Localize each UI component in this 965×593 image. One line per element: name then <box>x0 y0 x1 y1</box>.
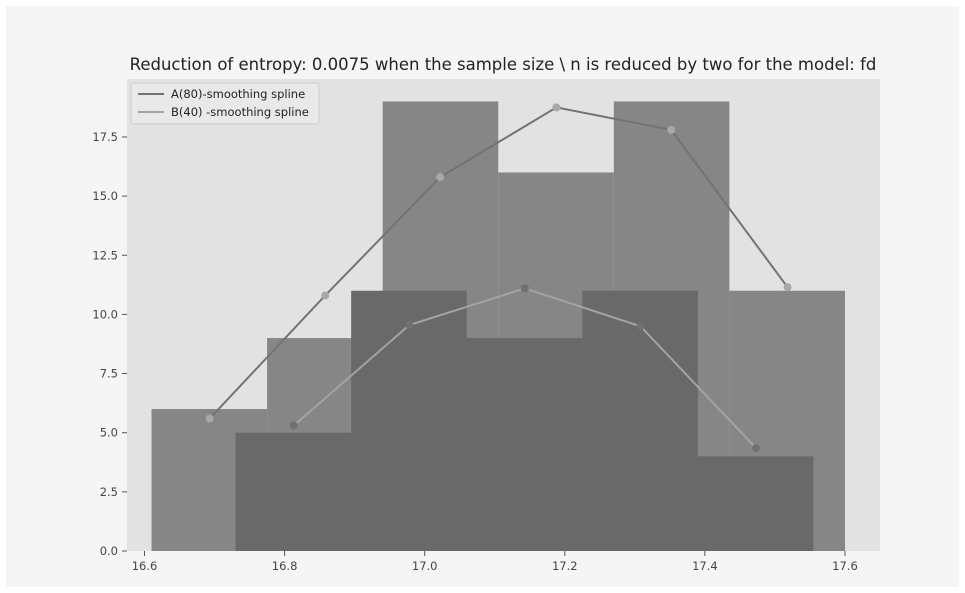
y-tick-label-4: 10.0 <box>92 307 118 321</box>
histogram-b-bar-0 <box>235 432 352 551</box>
x-tick-label-1: 16.8 <box>272 559 298 573</box>
legend: A(80)-smoothing spline B(40) -smoothing … <box>130 82 320 125</box>
spline-line-a <box>208 106 789 420</box>
legend-label-b: B(40) -smoothing spline <box>171 105 309 119</box>
x-tick-label-2: 17.0 <box>412 559 438 573</box>
y-tick-label-5: 12.5 <box>92 248 118 262</box>
spline-point-a-4 <box>667 125 676 134</box>
spline-point-a-2 <box>436 173 445 182</box>
spline-point-a-3 <box>552 103 561 112</box>
x-tick-label-5: 17.6 <box>832 559 858 573</box>
y-axis: 0.0 2.5 5.0 7.5 10.0 12.5 15.0 17.5 <box>92 130 127 558</box>
y-tick-label-6: 15.0 <box>92 189 118 203</box>
y-tick-label-7: 17.5 <box>92 130 118 144</box>
x-axis: 16.6 16.8 17.0 17.2 17.4 17.6 <box>132 551 858 573</box>
histogram-b-bar-3 <box>582 290 698 551</box>
spline-point-b-2 <box>520 284 529 293</box>
histogram-b-bar-4 <box>697 456 814 551</box>
spline-lines <box>205 103 792 453</box>
histogram-b-bars <box>235 290 814 551</box>
spline-point-b-3 <box>636 322 645 331</box>
spline-point-b-4 <box>752 444 761 453</box>
y-tick-label-0: 0.0 <box>100 544 118 558</box>
chart-title: Reduction of entropy: 0.0075 when the sa… <box>130 55 877 74</box>
histogram-b-bar-2 <box>466 338 583 551</box>
legend-label-a: A(80)-smoothing spline <box>171 87 305 101</box>
spline-point-b-0 <box>289 421 298 430</box>
legend-box <box>130 82 320 125</box>
y-tick-label-2: 5.0 <box>100 426 118 440</box>
x-tick-label-0: 16.6 <box>132 559 158 573</box>
spline-point-a-1 <box>321 291 330 300</box>
y-tick-label-3: 7.5 <box>100 367 118 381</box>
histogram-b-bar-1 <box>351 290 467 551</box>
spline-point-b-1 <box>405 321 414 330</box>
x-tick-label-4: 17.4 <box>692 559 718 573</box>
y-tick-label-1: 2.5 <box>100 485 118 499</box>
spline-point-a-0 <box>205 414 214 423</box>
spline-point-a-5 <box>783 283 792 292</box>
x-tick-label-3: 17.2 <box>552 559 578 573</box>
